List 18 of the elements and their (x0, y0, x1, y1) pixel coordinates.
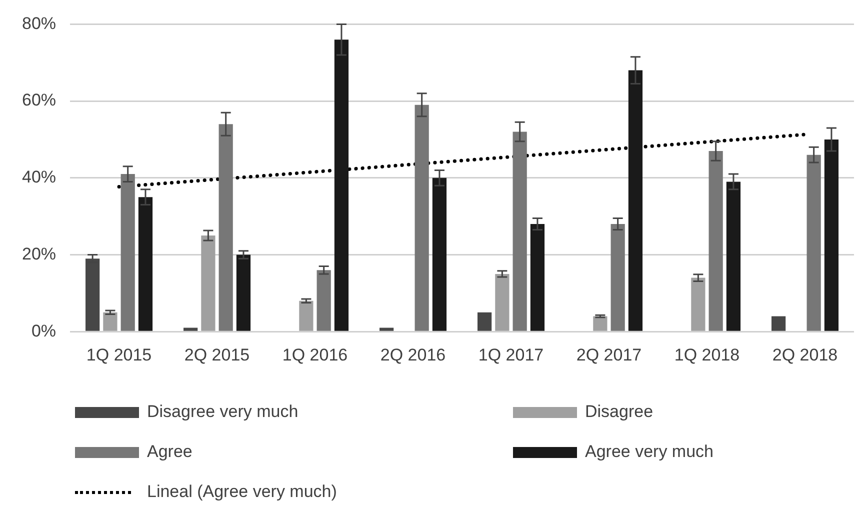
x-tick-label: 1Q 2018 (674, 345, 740, 364)
y-tick-label: 80% (22, 14, 56, 33)
legend-label: Agree very much (585, 442, 714, 462)
x-tick-label: 1Q 2015 (86, 345, 152, 364)
y-tick-label: 40% (22, 168, 56, 187)
x-tick-label: 1Q 2017 (478, 345, 544, 364)
y-tick-label: 20% (22, 244, 56, 264)
legend-label: Agree (147, 442, 192, 462)
x-tick-label: 1Q 2016 (282, 345, 348, 364)
legend-label: Disagree (585, 402, 654, 422)
x-tick-label: 2Q 2015 (184, 345, 250, 364)
legend-label: Lineal (Agree very much) (147, 482, 337, 502)
y-tick-label: 0% (31, 321, 56, 340)
x-tick-label: 2Q 2016 (380, 345, 446, 364)
y-tick-label: 60% (22, 90, 56, 110)
x-tick-label: 2Q 2018 (772, 345, 838, 364)
x-tick-label: 2Q 2017 (576, 345, 642, 364)
legend-label: Disagree very much (147, 402, 298, 422)
